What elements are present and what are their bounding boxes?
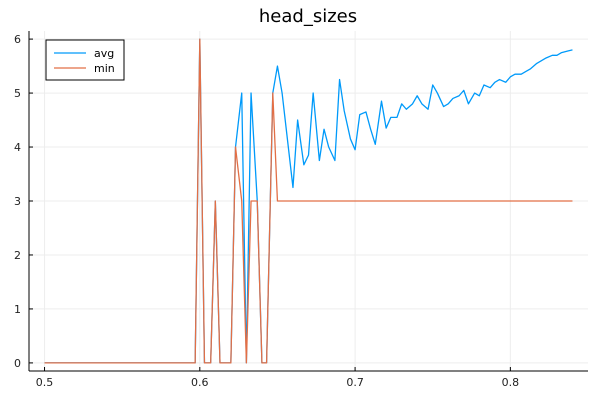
x-tick-label: 0.8 — [502, 376, 520, 389]
y-tick-label: 2 — [14, 249, 21, 262]
series-line-avg — [44, 38, 573, 364]
legend-label-min: min — [94, 62, 115, 75]
legend: avg min — [45, 39, 125, 81]
y-tick-label: 1 — [14, 303, 21, 316]
y-tick-label: 0 — [14, 357, 21, 370]
chart-title: head_sizes — [259, 6, 357, 27]
y-tick-label: 6 — [14, 33, 21, 46]
y-tick-label: 4 — [14, 141, 21, 154]
legend-label-avg: avg — [94, 47, 114, 60]
y-tick-label: 3 — [14, 195, 21, 208]
x-tick-label: 0.5 — [36, 376, 54, 389]
y-tick-label: 5 — [14, 87, 21, 100]
series-line-min — [44, 38, 573, 364]
x-tick-label: 0.7 — [346, 376, 364, 389]
axes — [28, 31, 588, 372]
legend-box — [45, 39, 125, 81]
series-lines — [44, 38, 573, 364]
x-tick-label: 0.6 — [191, 376, 209, 389]
tick-labels: 0.5 0.6 0.7 0.8 0 1 2 3 4 5 6 — [14, 33, 519, 389]
